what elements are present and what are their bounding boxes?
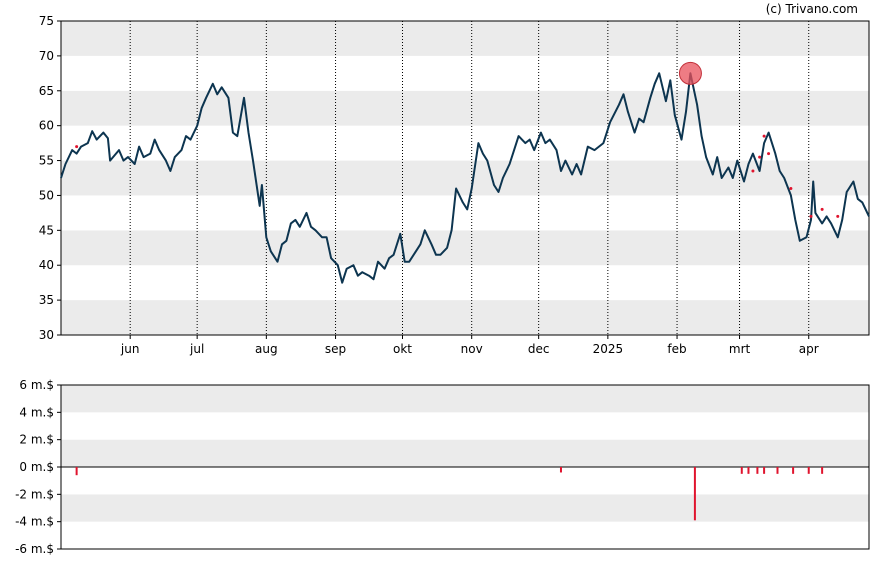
volume-band xyxy=(61,494,869,522)
volume-y-tick-label: 4 m.$ xyxy=(19,405,54,419)
volume-bar xyxy=(807,467,810,474)
volume-y-tick-label: -6 m.$ xyxy=(15,542,54,556)
price-y-tick-label: 65 xyxy=(39,84,54,98)
price-y-tick-label: 30 xyxy=(39,328,54,342)
volume-band xyxy=(61,439,869,467)
price-line xyxy=(60,72,870,284)
price-band xyxy=(61,300,869,335)
x-tick-label: okt xyxy=(393,342,412,356)
volume-bar xyxy=(792,467,795,474)
trade-marker xyxy=(758,155,762,159)
x-tick-label: aug xyxy=(255,342,278,356)
volume-bar xyxy=(821,467,824,474)
volume-bar xyxy=(693,467,696,521)
trade-marker xyxy=(767,152,771,156)
price-y-tick-label: 45 xyxy=(39,223,54,237)
volume-band xyxy=(61,521,869,549)
volume-band xyxy=(61,467,869,495)
trade-marker xyxy=(762,134,766,138)
price-band xyxy=(61,21,869,56)
volume-bar xyxy=(740,467,743,474)
volume-bar xyxy=(747,467,750,474)
price-y-tick-label: 55 xyxy=(39,154,54,168)
x-tick-label: jun xyxy=(120,342,140,356)
price-panel: 30 35 40 45 50 55 60 65 70 75 jun jul aug sep okt nov de… xyxy=(39,14,870,356)
volume-band xyxy=(61,412,869,440)
volume-bar xyxy=(75,467,78,476)
x-tick-label: jul xyxy=(189,342,204,356)
trade-marker xyxy=(75,145,79,149)
price-band xyxy=(61,195,869,231)
volume-bar xyxy=(756,467,759,474)
x-tick-label: feb xyxy=(667,342,686,356)
volume-bar xyxy=(763,467,766,474)
price-y-tick-label: 70 xyxy=(39,49,54,63)
trade-marker xyxy=(809,214,813,218)
x-tick-label: apr xyxy=(799,342,819,356)
volume-y-tick-label: -2 m.$ xyxy=(15,487,54,501)
volume-y-tick-label: -4 m.$ xyxy=(15,515,54,529)
highlight-marker xyxy=(678,61,702,85)
price-band xyxy=(61,230,869,266)
trade-marker xyxy=(789,186,793,190)
volume-band xyxy=(61,385,869,413)
price-band xyxy=(61,90,869,126)
trade-marker xyxy=(820,207,824,211)
x-tick-label: dec xyxy=(528,342,550,356)
price-band xyxy=(61,55,869,91)
volume-panel: 6 m.$ 4 m.$ 2 m.$ 0 m.$ -2 m.$ -4 m.$ -6 m.$ xyxy=(15,378,870,556)
price-band xyxy=(61,265,869,301)
price-y-tick-label: 35 xyxy=(39,293,54,307)
trade-marker xyxy=(836,214,840,218)
x-tick-label: sep xyxy=(325,342,346,356)
price-y-tick-label: 50 xyxy=(39,188,54,202)
volume-y-tick-label: 6 m.$ xyxy=(19,378,54,392)
volume-y-tick-label: 2 m.$ xyxy=(19,433,54,447)
x-tick-label: 2025 xyxy=(593,342,624,356)
x-tick-label: mrt xyxy=(729,342,751,356)
price-y-tick-label: 40 xyxy=(39,258,54,272)
price-band xyxy=(61,160,869,196)
x-tick-label: nov xyxy=(461,342,483,356)
price-y-tick-label: 60 xyxy=(39,119,54,133)
credit-label: (c) Trivano.com xyxy=(766,2,858,16)
price-y-tick-label: 75 xyxy=(39,14,54,28)
volume-bar xyxy=(559,467,562,473)
price-band xyxy=(61,125,869,161)
trade-marker xyxy=(751,169,755,173)
volume-y-tick-label: 0 m.$ xyxy=(19,460,54,474)
volume-bar xyxy=(776,467,779,474)
